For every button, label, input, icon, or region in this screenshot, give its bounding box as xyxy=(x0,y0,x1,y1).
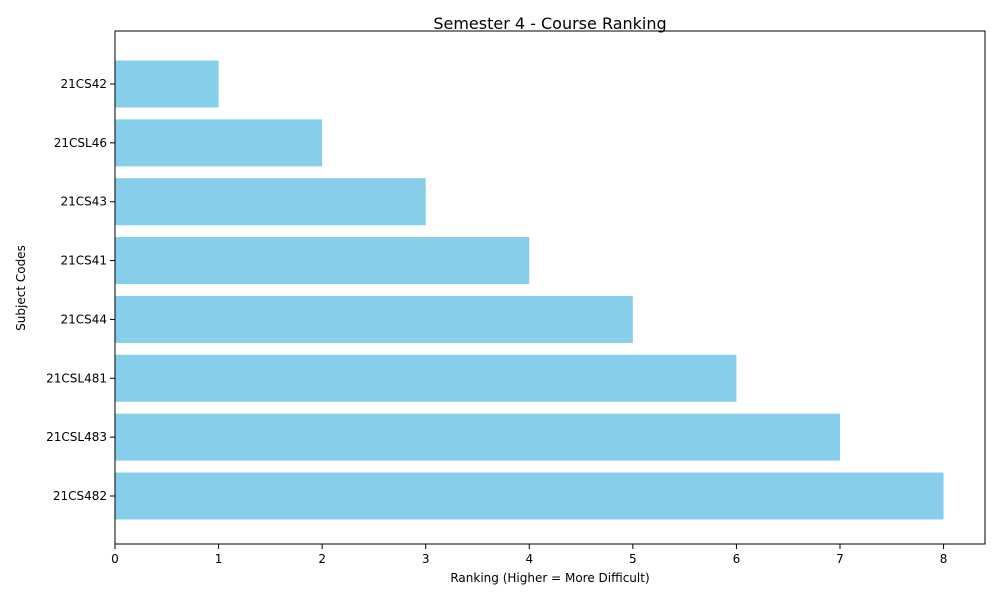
x-tick-label: 3 xyxy=(422,552,430,566)
x-tick-label: 7 xyxy=(836,552,844,566)
y-tick-label: 21CS482 xyxy=(53,489,107,503)
x-tick-label: 1 xyxy=(215,552,223,566)
x-axis-label: Ranking (Higher = More Difficult) xyxy=(450,571,649,585)
chart-title: Semester 4 - Course Ranking xyxy=(433,14,666,33)
x-tick-label: 2 xyxy=(318,552,326,566)
bar-21cs42 xyxy=(115,60,219,108)
bar-21csl483 xyxy=(115,413,840,461)
x-tick-label: 4 xyxy=(525,552,533,566)
bar-21csl481 xyxy=(115,354,737,402)
bar-21cs44 xyxy=(115,295,633,343)
bar-21cs482 xyxy=(115,472,944,520)
y-tick-label: 21CSL46 xyxy=(54,136,107,150)
y-tick-label: 21CS43 xyxy=(60,195,107,209)
y-axis-label: Subject Codes xyxy=(14,245,28,331)
bar-21csl46 xyxy=(115,119,323,167)
y-tick-label: 21CS42 xyxy=(60,77,107,91)
bar-21cs41 xyxy=(115,237,530,285)
x-tick-label: 5 xyxy=(629,552,637,566)
y-tick-label: 21CSL481 xyxy=(46,371,107,385)
y-tick-label: 21CSL483 xyxy=(46,430,107,444)
y-tick-label: 21CS41 xyxy=(60,254,107,268)
x-ticks-group: 0 1 2 3 4 5 6 7 8 xyxy=(111,544,947,566)
x-tick-label: 0 xyxy=(111,552,119,566)
plot-frame xyxy=(114,30,986,545)
y-tick-label: 21CS44 xyxy=(60,312,107,326)
y-ticks-group: 21CS42 21CSL46 21CS43 21CS41 21CS44 21CSL481 2… xyxy=(46,77,115,503)
x-tick-label: 8 xyxy=(940,552,948,566)
x-tick-label: 6 xyxy=(733,552,741,566)
bar-21cs43 xyxy=(115,178,426,226)
bars-group xyxy=(115,60,944,520)
